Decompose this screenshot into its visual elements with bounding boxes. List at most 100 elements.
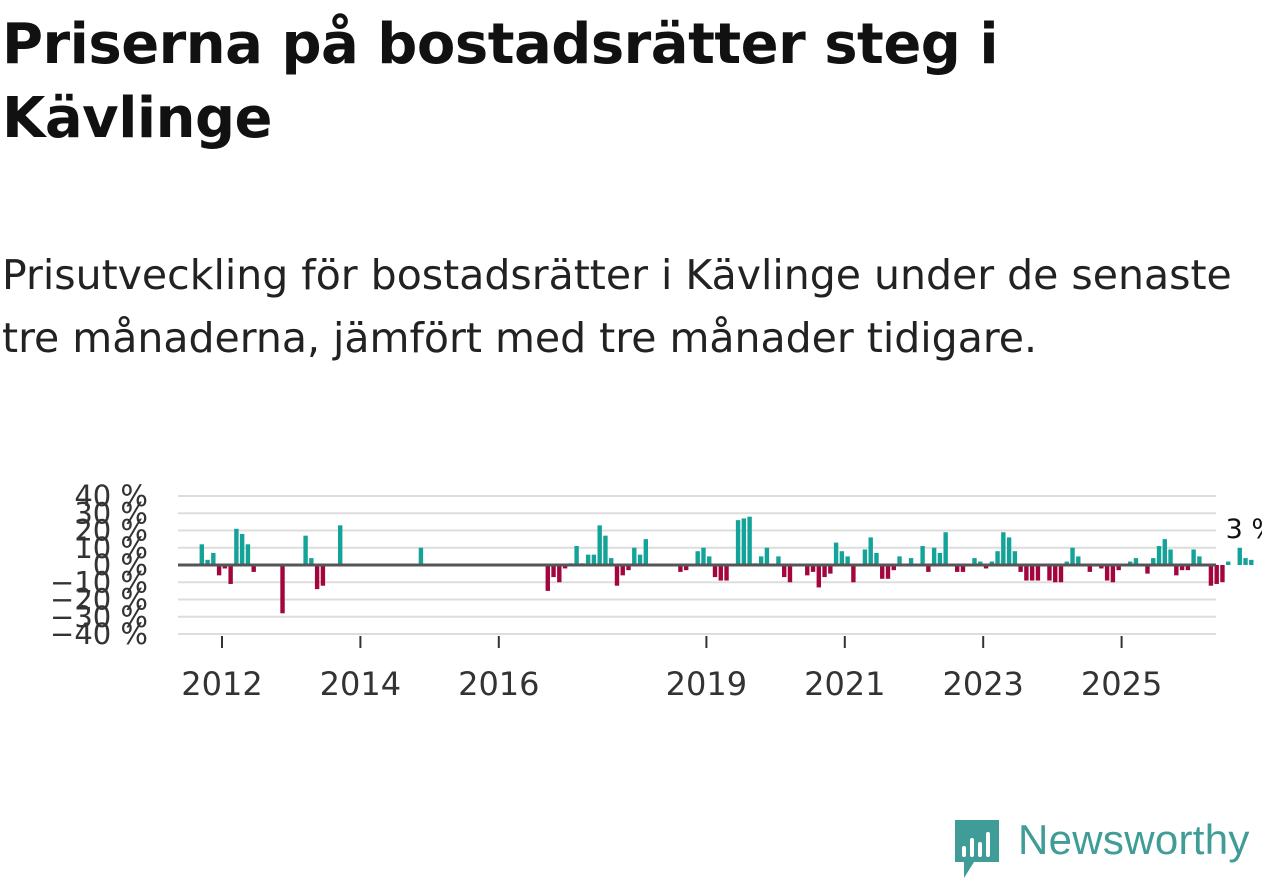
bar bbox=[551, 565, 556, 578]
bar bbox=[303, 535, 308, 565]
last-value-annotation: 3 % bbox=[1223, 511, 1262, 548]
bar bbox=[972, 558, 977, 565]
x-tick-label: 2019 bbox=[666, 665, 747, 703]
bar bbox=[828, 565, 833, 574]
bar bbox=[1047, 565, 1052, 581]
bar bbox=[1185, 565, 1191, 571]
y-tick-label: 40 % bbox=[74, 479, 148, 513]
bar bbox=[1064, 561, 1069, 565]
bar bbox=[337, 525, 343, 565]
bar bbox=[320, 565, 326, 586]
bar-chart: 40 %30 %20 %10 %0 %−10 %−20 %−30 %−40 % … bbox=[50, 479, 1262, 703]
bar bbox=[1162, 539, 1167, 566]
y-tick-label: −10 % bbox=[50, 565, 148, 599]
x-tick-label: 2021 bbox=[804, 665, 885, 703]
bar bbox=[764, 547, 770, 565]
y-tick-label: −40 % bbox=[50, 617, 148, 651]
bar bbox=[557, 565, 562, 583]
bar bbox=[1226, 561, 1231, 565]
newsworthy-logo-icon bbox=[955, 820, 999, 878]
bar bbox=[1001, 532, 1006, 565]
x-tick-label: 2016 bbox=[458, 665, 539, 703]
bar bbox=[591, 554, 597, 565]
bar bbox=[776, 556, 781, 566]
bar bbox=[880, 565, 885, 579]
bar bbox=[205, 559, 210, 565]
bar bbox=[562, 565, 568, 569]
bar bbox=[1174, 565, 1179, 576]
bar bbox=[574, 546, 579, 565]
bar bbox=[637, 554, 643, 565]
bar bbox=[1156, 546, 1162, 565]
bar bbox=[978, 561, 983, 565]
bar bbox=[1249, 559, 1254, 565]
bar bbox=[943, 532, 948, 565]
y-axis: 40 %30 %20 %10 %0 %−10 %−20 %−30 %−40 % bbox=[50, 479, 148, 651]
bar bbox=[920, 546, 925, 565]
chart-subtitle: Prisutveckling för bostadsrätter i Kävli… bbox=[2, 251, 1232, 362]
bar bbox=[908, 558, 914, 565]
bar bbox=[1099, 565, 1104, 569]
bar bbox=[309, 558, 314, 565]
bar bbox=[626, 565, 631, 571]
bar bbox=[585, 554, 591, 565]
bar bbox=[735, 520, 741, 565]
bar bbox=[632, 547, 637, 565]
bar bbox=[897, 556, 902, 566]
bar bbox=[960, 565, 966, 572]
bar bbox=[845, 556, 850, 566]
bar bbox=[707, 556, 712, 566]
x-tick-label: 2025 bbox=[1081, 665, 1162, 703]
bar bbox=[1058, 565, 1064, 583]
bar bbox=[1029, 565, 1035, 581]
bar bbox=[758, 556, 764, 566]
bar bbox=[603, 535, 608, 565]
bar bbox=[418, 547, 424, 565]
bar bbox=[1110, 565, 1116, 583]
bar bbox=[885, 565, 891, 579]
bar bbox=[1168, 549, 1173, 565]
bar bbox=[1208, 565, 1214, 586]
bar bbox=[1018, 565, 1023, 572]
bar bbox=[1145, 565, 1150, 574]
bars bbox=[199, 516, 1254, 614]
bar bbox=[787, 565, 793, 583]
bar bbox=[609, 558, 614, 565]
y-tick-label: −20 % bbox=[50, 583, 148, 617]
bar bbox=[810, 565, 816, 572]
bar bbox=[245, 544, 251, 565]
bar bbox=[222, 565, 228, 569]
bar bbox=[239, 533, 245, 565]
annotation-label: 3 % bbox=[1226, 514, 1262, 545]
bar bbox=[816, 565, 821, 588]
bar bbox=[1197, 556, 1202, 566]
bar bbox=[620, 565, 625, 576]
bar bbox=[643, 539, 649, 566]
bar bbox=[234, 528, 239, 565]
bar bbox=[862, 549, 868, 565]
bar bbox=[1243, 558, 1248, 565]
bar bbox=[1053, 565, 1058, 583]
chart-title: Priserna på bostadsrätter steg i Kävling… bbox=[2, 12, 999, 151]
bar bbox=[712, 565, 718, 578]
bar bbox=[683, 565, 689, 571]
bar bbox=[1191, 549, 1196, 565]
bar bbox=[805, 565, 810, 576]
bar bbox=[995, 551, 1000, 565]
bar bbox=[199, 544, 204, 565]
bar bbox=[678, 565, 683, 572]
bar bbox=[782, 565, 787, 578]
bar bbox=[989, 561, 994, 565]
bar bbox=[1151, 558, 1156, 565]
bar bbox=[955, 565, 960, 572]
bar bbox=[211, 552, 216, 565]
bar bbox=[1127, 561, 1133, 565]
bar bbox=[839, 551, 845, 565]
y-tick-label: 20 % bbox=[74, 514, 148, 548]
y-tick-label: −30 % bbox=[50, 600, 148, 634]
bar bbox=[937, 552, 943, 565]
bar bbox=[216, 565, 222, 576]
bar bbox=[1237, 547, 1242, 565]
x-tick-label: 2023 bbox=[942, 665, 1023, 703]
bar bbox=[822, 565, 827, 578]
